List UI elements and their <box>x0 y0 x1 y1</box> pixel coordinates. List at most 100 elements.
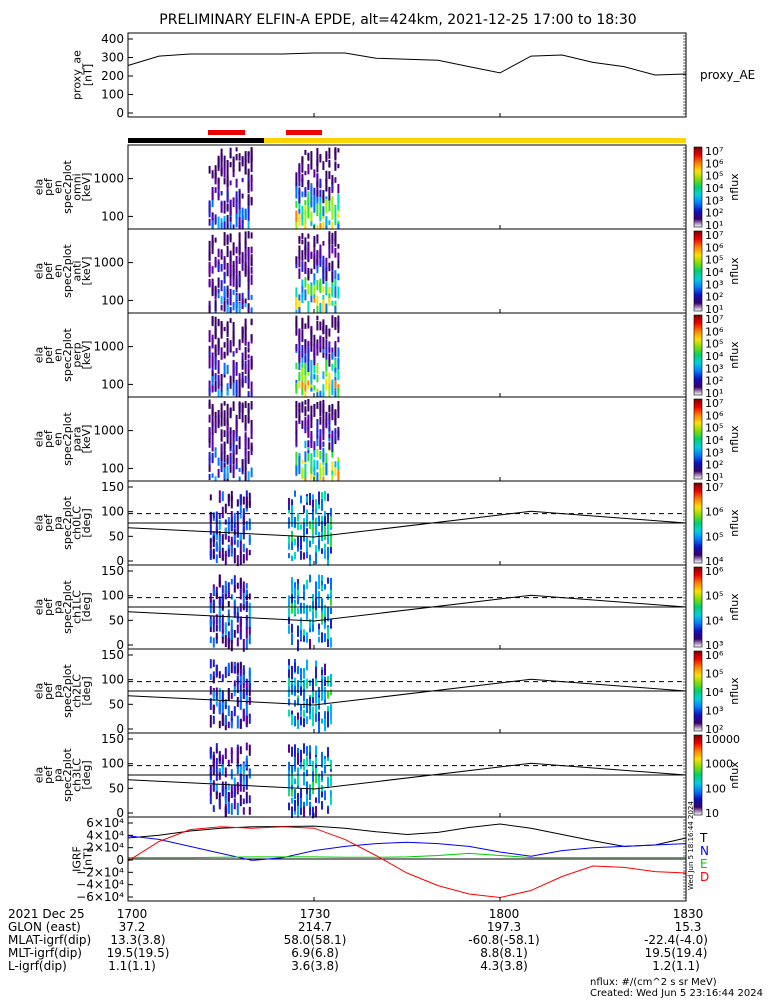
flux-cell <box>224 527 227 535</box>
flux-cell <box>223 326 226 332</box>
flux-cell <box>242 709 245 721</box>
info-value: 214.7 <box>297 920 333 934</box>
flux-cell <box>313 403 316 410</box>
colorbar-tick-label: 10⁴ <box>705 555 724 568</box>
flux-cell <box>250 318 253 326</box>
flux-cell <box>227 802 230 814</box>
flux-cell <box>328 434 331 439</box>
flux-cell <box>307 315 310 329</box>
flux-cell <box>337 358 340 364</box>
flux-cell <box>248 518 251 531</box>
flux-cell <box>209 524 212 535</box>
info-value: 1830 <box>672 907 704 921</box>
flux-cell <box>334 380 337 389</box>
flux-cell <box>309 574 311 583</box>
flux-cell <box>211 317 214 325</box>
flux-cell <box>223 166 226 178</box>
flux-cell <box>226 245 229 258</box>
panel-ylabel: ela <box>32 683 45 700</box>
flux-cell <box>321 585 323 591</box>
flux-cell <box>221 764 224 776</box>
flux-cell <box>304 200 307 205</box>
flux-cell <box>300 619 302 632</box>
y-tick-label: 200 <box>101 69 124 83</box>
flux-cell <box>218 720 221 729</box>
flux-cell <box>319 213 322 222</box>
flux-cell <box>309 701 311 714</box>
flux-cell <box>230 769 233 780</box>
flux-cell <box>309 696 311 706</box>
flux-cell <box>211 279 214 285</box>
flux-cell <box>233 523 236 529</box>
flux-cell <box>304 247 307 254</box>
panel-ylabel: pef <box>42 765 55 784</box>
flux-cell <box>214 187 217 193</box>
flux-cell <box>226 342 229 356</box>
flux-cell <box>294 789 296 799</box>
y-tick-label: 400 <box>101 32 124 46</box>
flux-cell <box>208 261 211 272</box>
flux-cell <box>226 383 229 396</box>
flux-cell <box>218 799 221 807</box>
flux-cell <box>328 353 331 367</box>
flux-cell <box>235 432 238 442</box>
flux-cell <box>211 215 214 221</box>
flux-cell <box>245 496 248 509</box>
flux-cell <box>312 533 314 544</box>
flux-cell <box>211 385 214 392</box>
flux-cell <box>214 451 217 458</box>
flux-cell <box>310 435 313 448</box>
flux-cell <box>297 804 299 818</box>
colorbar-tick-label: 10¹ <box>705 471 723 484</box>
flux-cell <box>245 755 248 762</box>
flux-cell <box>324 584 326 590</box>
colorbar-tick-label: 10¹ <box>705 303 723 316</box>
flux-cell <box>223 300 226 312</box>
flux-cell <box>300 749 302 763</box>
flux-cell <box>309 754 311 765</box>
flux-cell <box>217 360 220 374</box>
flux-cell <box>247 180 250 190</box>
flux-cell <box>291 714 293 726</box>
colorbar-tick-label: 10⁶ <box>705 506 724 519</box>
flux-cell <box>247 277 250 290</box>
flux-cell <box>248 685 251 692</box>
flux-cell <box>307 441 310 447</box>
y-tick-label: 1000 <box>93 424 124 438</box>
flux-cell <box>318 592 320 602</box>
flux-cell <box>221 786 224 797</box>
flux-cell <box>319 390 322 397</box>
flux-cell <box>233 680 236 687</box>
flux-cell <box>211 220 214 229</box>
flux-cell <box>241 221 244 229</box>
flux-cell <box>315 666 317 679</box>
flux-cell <box>319 321 322 331</box>
flux-cell <box>313 450 316 458</box>
flux-cell <box>295 256 298 265</box>
flux-cell <box>226 432 229 444</box>
flux-cell <box>232 322 235 327</box>
flux-cell <box>226 285 229 298</box>
flux-cell <box>315 764 317 773</box>
flux-cell <box>215 528 218 541</box>
flux-cell <box>220 416 223 427</box>
flux-cell <box>334 344 337 357</box>
flux-cell <box>223 362 226 375</box>
flux-cell <box>229 293 232 301</box>
flux-cell <box>208 351 211 358</box>
flux-cell <box>309 752 311 760</box>
flux-cell <box>241 157 244 165</box>
panel-ylabel: spec2plot <box>61 496 74 550</box>
flux-cell <box>238 209 241 220</box>
flux-cell <box>248 795 251 804</box>
flux-cell <box>250 246 253 254</box>
flux-cell <box>313 345 316 356</box>
flux-cell <box>328 220 331 225</box>
flux-cell <box>301 381 304 395</box>
flux-cell <box>291 806 293 818</box>
flux-cell <box>337 406 340 419</box>
flux-cell <box>224 554 227 565</box>
flux-cell <box>331 221 334 229</box>
